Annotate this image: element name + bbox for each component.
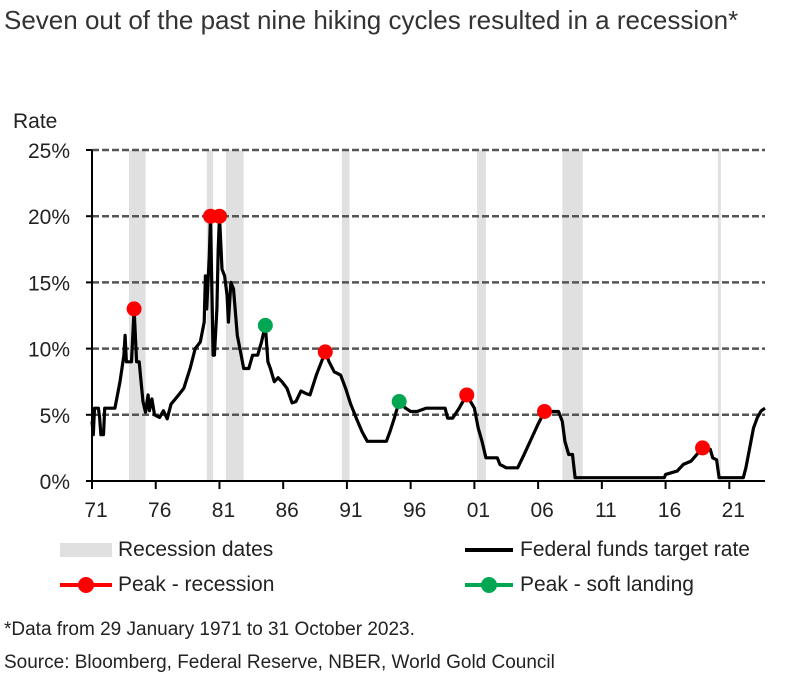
x-tick-label: 96	[403, 499, 426, 522]
y-tick-label: 5%	[40, 405, 70, 428]
legend-swatch-recession	[60, 543, 112, 557]
peak-recession-point	[695, 440, 711, 456]
x-tick-label: 81	[212, 499, 235, 522]
federal-funds-line	[90, 214, 766, 480]
y-tick-label: 10%	[28, 339, 70, 362]
peak-recession-point	[211, 208, 227, 224]
peak-recession-point	[317, 344, 333, 360]
x-tick-label: 06	[530, 499, 553, 522]
x-tick-label: 71	[84, 499, 107, 522]
legend-label-peak-recession: Peak - recession	[118, 573, 275, 596]
legend-label-recession: Recession dates	[118, 538, 274, 561]
source-note: Source: Bloomberg, Federal Reserve, NBER…	[4, 652, 555, 673]
x-tick-label: 91	[339, 499, 362, 522]
y-tick-label: 25%	[28, 140, 70, 163]
peak-recession-point	[459, 387, 475, 403]
peak-soft-landing-point	[391, 394, 407, 410]
legend-label-line: Federal funds target rate	[520, 538, 750, 561]
legend-swatch-line	[465, 548, 513, 552]
recession-band	[341, 150, 350, 481]
recession-band	[717, 150, 721, 481]
y-tick-label: 0%	[40, 471, 70, 494]
legend-dot-peak-recession	[78, 577, 94, 593]
x-tick-label: 11	[595, 499, 617, 522]
recession-band	[476, 150, 486, 481]
peak-soft-landing-point	[257, 317, 273, 333]
x-tick-label: 16	[658, 499, 681, 522]
peak-recession-point	[536, 403, 552, 419]
legend-dot-peak-soft	[481, 577, 497, 593]
y-tick-label: 15%	[28, 272, 70, 295]
x-tick-label: 86	[276, 499, 299, 522]
recession-band	[562, 150, 583, 481]
footnote: *Data from 29 January 1971 to 31 October…	[4, 619, 415, 640]
chart-title: Seven out of the past nine hiking cycles…	[4, 5, 739, 35]
peak-recession-point	[126, 301, 142, 317]
x-tick-label: 76	[148, 499, 171, 522]
y-axis-label: Rate	[13, 110, 57, 133]
y-tick-label: 20%	[28, 206, 70, 229]
recession-band	[206, 150, 214, 481]
x-tick-label: 21	[722, 499, 745, 522]
legend-label-peak-soft: Peak - soft landing	[520, 573, 694, 596]
x-tick-label: 01	[467, 499, 490, 522]
